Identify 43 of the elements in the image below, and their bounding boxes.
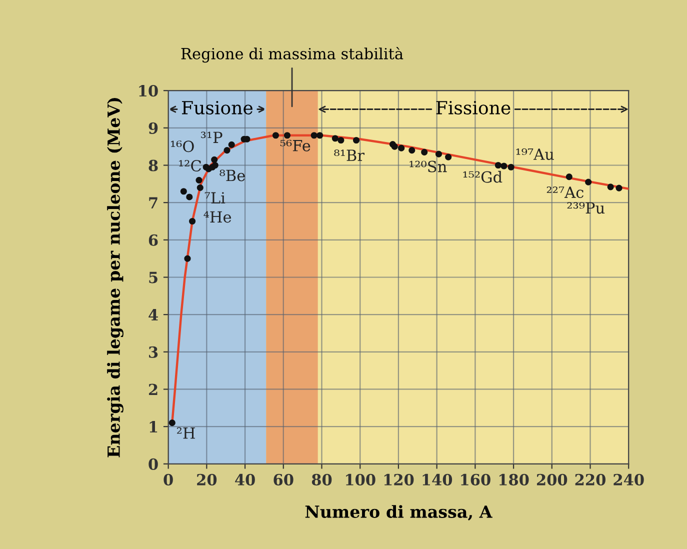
- annotation: ⁴He: [204, 211, 232, 223]
- annotation: ⁵⁶Fe: [280, 140, 310, 152]
- x-tick-label: 140: [422, 474, 452, 486]
- annotation: ¹⁶O: [171, 140, 194, 152]
- annotation: ⁷Li: [204, 192, 226, 204]
- annotation: ¹²⁰Sn: [410, 160, 447, 172]
- y-tick-label: 8: [148, 160, 158, 172]
- x-tick-label: 80: [312, 474, 332, 486]
- annotation: ²³⁹Pu: [567, 202, 605, 214]
- annotation: ²H: [176, 427, 195, 439]
- x-tick-label: 20: [197, 474, 217, 486]
- y-tick-label: 4: [148, 309, 158, 320]
- x-tick-label: 160: [461, 474, 490, 486]
- y-tick-label: 2: [148, 384, 158, 396]
- y-tick-label: 6: [148, 234, 158, 246]
- x-tick-label: 0: [164, 474, 173, 486]
- y-tick-label: 9: [148, 122, 158, 134]
- x-axis-title: Numero di massa, A: [305, 505, 492, 520]
- x-tick-label: 120: [384, 474, 414, 486]
- y-tick-label: 10: [139, 85, 158, 97]
- annotation: ⁸Be: [220, 170, 245, 182]
- y-tick-label: 0: [148, 458, 158, 470]
- x-tick-label: 40: [235, 474, 255, 486]
- x-tick-label: 100: [346, 474, 376, 486]
- y-tick-label: 7: [149, 197, 158, 208]
- annotation: ¹²C: [179, 160, 202, 172]
- x-tick-label: 200: [536, 474, 568, 486]
- annotation: ¹⁵²Gd: [463, 170, 502, 183]
- band-label: Regione di massima stabilità: [181, 46, 404, 63]
- y-axis-title: Energia di legame per nucleone (MeV): [107, 98, 124, 458]
- y-tick-label: 1: [150, 421, 158, 432]
- y-tick-label: 5: [149, 272, 158, 284]
- annotation: ⁸¹Br: [334, 150, 364, 161]
- x-tick-label: 60: [274, 474, 294, 486]
- band-label: Fissione: [436, 100, 510, 114]
- annotation: ¹⁹⁷Au: [516, 148, 554, 160]
- band-label: Fusione: [182, 100, 253, 114]
- x-tick-label: 180: [499, 474, 529, 486]
- annotation: ³¹P: [201, 132, 222, 143]
- x-tick-label: 240: [614, 474, 644, 486]
- x-tick-label: 220: [575, 474, 606, 486]
- y-tick-label: 3: [149, 346, 158, 358]
- annotation: ²²⁷Ac: [546, 186, 584, 198]
